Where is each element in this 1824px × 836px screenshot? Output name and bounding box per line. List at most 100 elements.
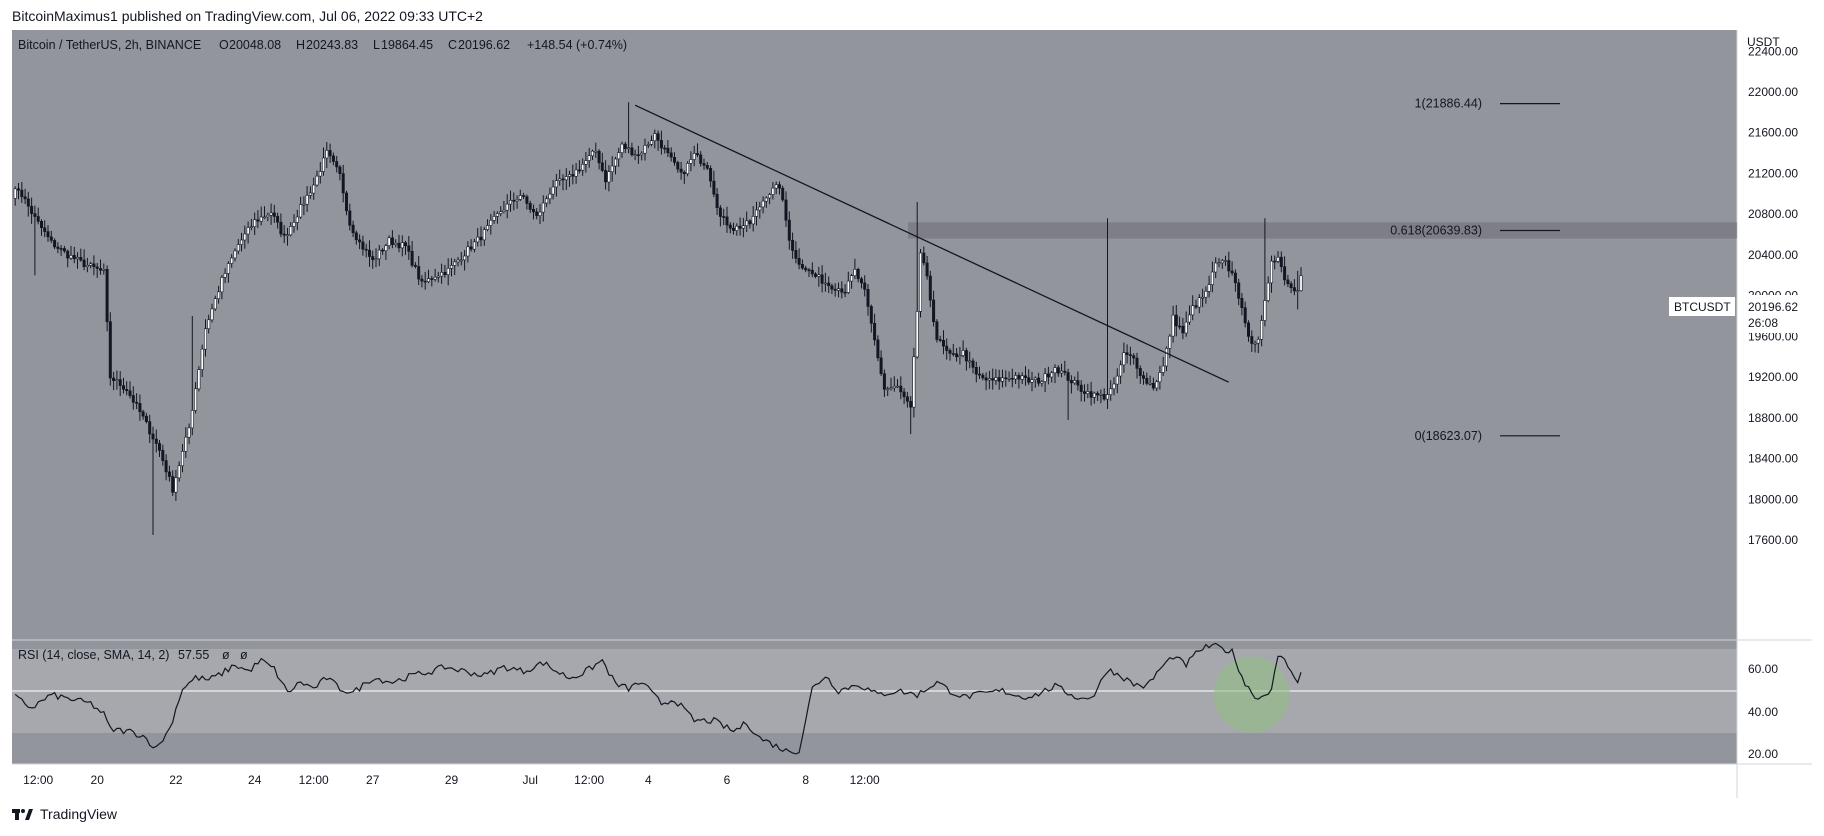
candle-down <box>26 198 30 207</box>
candle-down <box>138 402 142 412</box>
candle-up <box>315 175 319 186</box>
candle-down <box>144 415 148 423</box>
descending-trendline[interactable] <box>634 104 1230 383</box>
candle-down <box>361 241 365 250</box>
candle-down <box>830 285 834 290</box>
candle-up <box>538 211 542 216</box>
candle-down <box>358 239 362 243</box>
price-tick: 18000.00 <box>1748 492 1798 506</box>
candle-down <box>30 205 34 214</box>
candle-up <box>640 152 644 156</box>
candle-up <box>889 387 893 390</box>
candle-down <box>738 225 742 229</box>
candle-up <box>502 209 506 212</box>
candle-up <box>1030 379 1034 383</box>
time-tick: 12:00 <box>574 773 604 787</box>
candle-up <box>515 199 519 202</box>
price-tick: 21200.00 <box>1748 167 1798 181</box>
open-key: O <box>219 38 229 52</box>
candle-down <box>984 377 988 381</box>
candle-down <box>354 232 358 241</box>
candle-down <box>938 339 942 341</box>
candle-up <box>541 202 545 213</box>
resistance-zone[interactable] <box>908 222 1737 239</box>
candle-down <box>804 267 808 271</box>
candle-down <box>154 438 158 444</box>
price-chart[interactable]: 1(21886.44) 0.618(20639.83) 0(18623.07) Bi… <box>12 30 1812 798</box>
price-tick: 18800.00 <box>1748 411 1798 425</box>
candle-up <box>387 237 391 246</box>
candle-down <box>1289 283 1293 288</box>
candle-up <box>226 263 230 274</box>
candle-up <box>217 291 221 299</box>
candle-down <box>669 152 673 158</box>
candle-up <box>243 233 247 241</box>
candle-up <box>85 265 89 268</box>
candle-up <box>1270 260 1274 284</box>
candle-up <box>886 388 890 391</box>
candle-up <box>594 150 598 153</box>
candle-up <box>1165 348 1169 367</box>
candle-up <box>745 220 749 226</box>
candle-up <box>436 275 440 278</box>
candle-up <box>643 145 647 154</box>
candle-up <box>987 378 991 381</box>
candle-up <box>384 245 388 252</box>
candle-down <box>935 321 939 340</box>
candle-down <box>1237 282 1241 299</box>
candle-down <box>1023 375 1027 378</box>
candle-up <box>210 308 214 321</box>
candle-down <box>43 227 47 232</box>
candle-down <box>777 184 781 189</box>
candle-down <box>390 237 394 245</box>
candle-down <box>882 373 886 390</box>
candle-up <box>741 225 745 229</box>
candle-down <box>997 377 1001 382</box>
candle-down <box>1010 377 1014 380</box>
candle-up <box>607 171 611 183</box>
candle-down <box>981 374 985 379</box>
candle-down <box>420 278 424 282</box>
time-tick: 22 <box>169 773 183 787</box>
candle-down <box>282 233 286 236</box>
candle-down <box>56 246 60 249</box>
candle-down <box>272 212 276 217</box>
price-tick: 20400.00 <box>1748 248 1798 262</box>
candle-up <box>69 255 73 259</box>
candle-up <box>613 158 617 167</box>
candle-down <box>1138 368 1142 376</box>
candle-down <box>600 162 604 171</box>
candle-down <box>728 224 732 229</box>
candle-down <box>695 153 699 156</box>
candle-down <box>279 221 283 235</box>
candle-up <box>653 133 657 141</box>
candle-down <box>443 272 447 276</box>
candle-down <box>99 268 103 271</box>
chart-frame: 1(21886.44) 0.618(20639.83) 0(18623.07) Bi… <box>12 30 1812 798</box>
candle-down <box>663 147 667 150</box>
candle-down <box>17 188 21 191</box>
candle-up <box>426 278 430 283</box>
candle-down <box>381 249 385 252</box>
candle-down <box>276 216 280 223</box>
candle-down <box>709 168 713 182</box>
candle-down <box>810 269 814 275</box>
candle-down <box>151 433 155 440</box>
candle-down <box>1233 272 1237 284</box>
candle-up <box>1220 260 1224 264</box>
candle-up <box>1086 391 1090 394</box>
candle-up <box>912 356 916 408</box>
candle-up <box>686 163 690 174</box>
candle-up <box>187 427 191 438</box>
candle-up <box>633 154 637 156</box>
time-tick: 12:00 <box>299 773 329 787</box>
candle-down <box>1128 354 1132 357</box>
time-tick: 12:00 <box>850 773 880 787</box>
candle-up <box>89 263 93 266</box>
candle-up <box>1299 275 1303 292</box>
candle-up <box>1099 393 1103 396</box>
fib-label: 0(18623.07) <box>1415 429 1482 443</box>
candle-down <box>597 150 601 164</box>
candle-up <box>1060 370 1064 374</box>
candle-up <box>223 273 227 278</box>
